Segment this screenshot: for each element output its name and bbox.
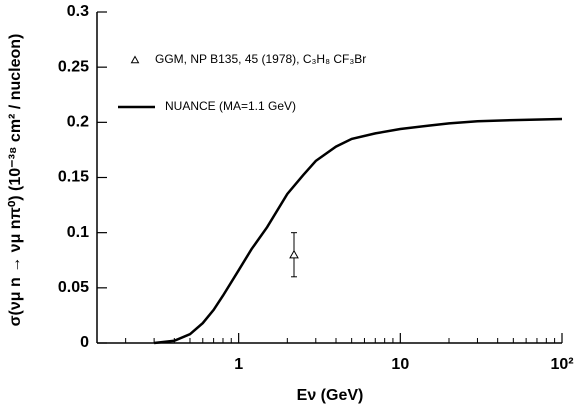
data-point [289,249,299,259]
x-tick-label: 10 [391,356,409,373]
x-axis-label: Eν (GeV) [297,387,364,404]
legend-label: GGM, NP B135, 45 (1978), C₃H₈ CF₃Br [155,52,366,66]
y-tick-label: 0.05 [58,279,89,296]
x-tick-label: 10² [550,356,573,373]
y-axis-label: σ(νμ n → νμ nπ⁰) (10⁻³⁸ cm² / nucleon) [7,34,24,327]
x-tick-label: 1 [234,356,243,373]
line-series [153,117,563,345]
y-tick-label: 0.1 [67,224,89,241]
y-tick-label: 0.15 [58,169,89,186]
legend-label: NUANCE (MA=1.1 GeV) [165,99,296,113]
y-tick-label: 0 [80,334,89,351]
y-tick-label: 0.2 [67,114,89,131]
y-tick-label: 0.25 [58,58,89,75]
legend-marker [130,55,140,64]
y-tick-label: 0.3 [67,3,89,20]
